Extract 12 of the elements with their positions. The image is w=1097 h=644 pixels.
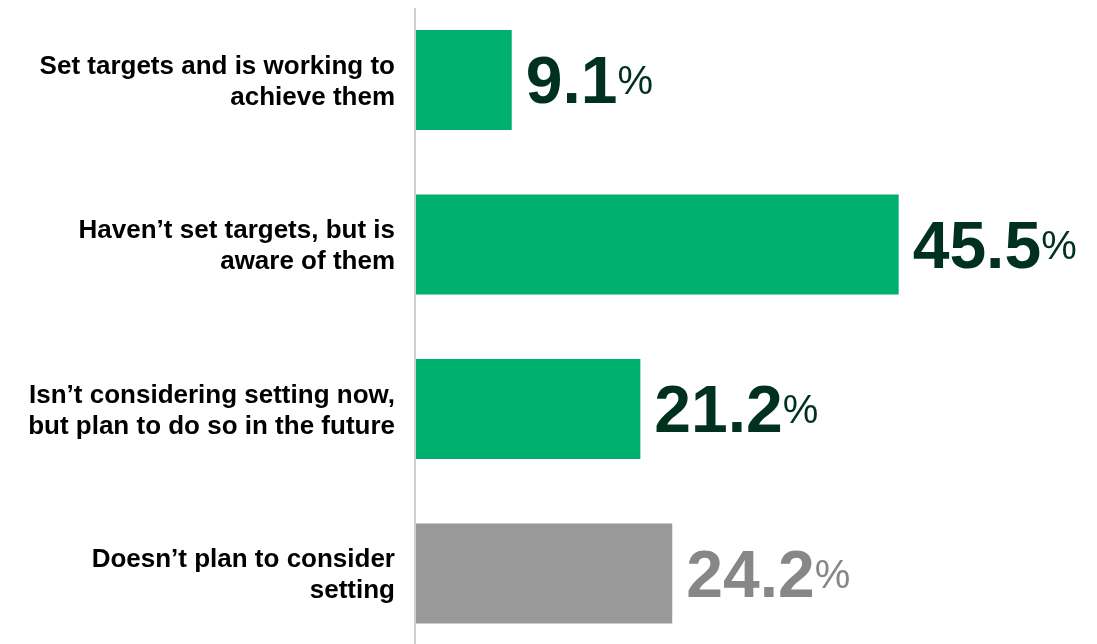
bar (415, 523, 673, 624)
data-label: 21.2% (654, 372, 819, 446)
bar (415, 194, 899, 295)
data-label: 45.5% (912, 207, 1077, 282)
bar (415, 359, 641, 459)
y-tick-label: Set targets and is working to achieve them (39, 49, 395, 111)
data-label: 9.1% (525, 43, 654, 117)
data-label: 24.2% (686, 536, 851, 611)
y-tick-label: Haven’t set targets, but is aware of them (78, 214, 395, 276)
y-tick-label: Doesn’t plan to consider setting (91, 543, 395, 605)
y-tick-label: Isn’t considering setting now, but plan to do so in the future (28, 378, 395, 440)
bar (415, 30, 512, 130)
